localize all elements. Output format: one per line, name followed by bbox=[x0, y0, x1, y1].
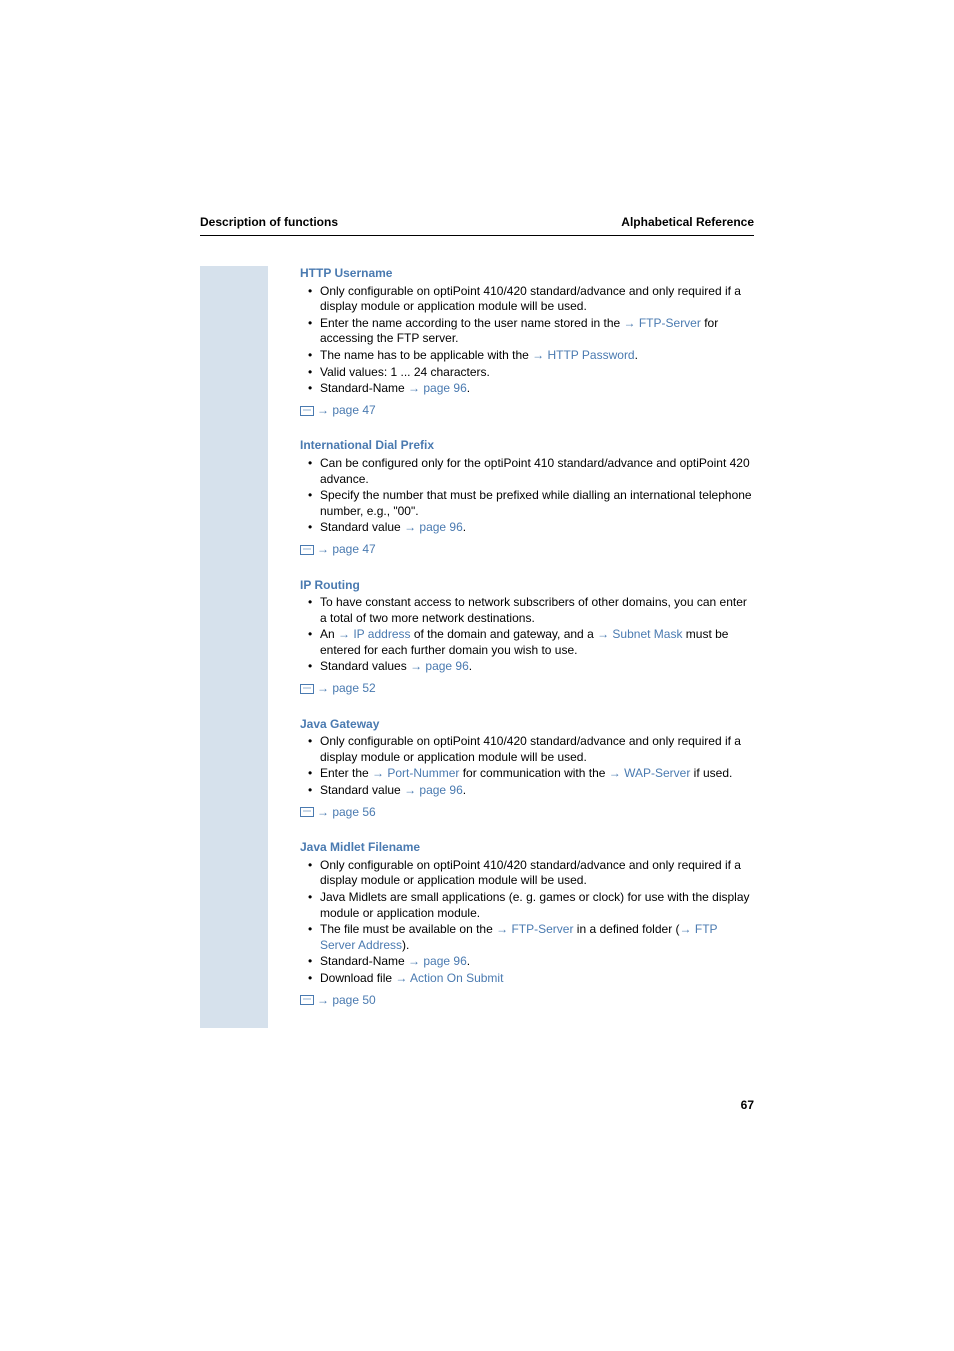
page-ref-text: → page 52 bbox=[317, 681, 376, 695]
bullet-list: Only configurable on optiPoint 410/420 s… bbox=[300, 858, 754, 987]
cross-ref[interactable]: → FTP-Server bbox=[496, 922, 573, 936]
section: HTTP Username Only configurable on optiPo… bbox=[300, 266, 754, 418]
bullet-item: Standard values → page 96. bbox=[300, 659, 754, 675]
main-content: HTTP Username Only configurable on optiPo… bbox=[268, 266, 754, 1028]
bullet-list: To have constant access to network subsc… bbox=[300, 595, 754, 675]
page-ref[interactable]: → page 52 bbox=[300, 681, 754, 697]
page-ref[interactable]: → page 47 bbox=[300, 542, 754, 558]
bullet-list: Can be configured only for the optiPoint… bbox=[300, 456, 754, 536]
sidebar bbox=[200, 266, 268, 1028]
cross-ref[interactable]: → IP address bbox=[338, 627, 410, 641]
bullet-item: Standard value → page 96. bbox=[300, 783, 754, 799]
section-title: HTTP Username bbox=[300, 266, 754, 282]
section: International Dial Prefix Can be configur… bbox=[300, 438, 754, 557]
cross-ref[interactable]: → page 96 bbox=[404, 520, 463, 534]
bullet-item: Enter the → Port-Nummer for communicatio… bbox=[300, 766, 754, 782]
header-right: Alphabetical Reference bbox=[621, 215, 754, 229]
cross-ref[interactable]: → WAP-Server bbox=[609, 766, 691, 780]
screen-icon bbox=[300, 545, 314, 555]
section-title: Java Midlet Filename bbox=[300, 840, 754, 856]
bullet-item: Can be configured only for the optiPoint… bbox=[300, 456, 754, 487]
section-title: Java Gateway bbox=[300, 717, 754, 733]
page-number: 67 bbox=[200, 1098, 754, 1112]
bullet-item: Only configurable on optiPoint 410/420 s… bbox=[300, 284, 754, 315]
page: Description of functions Alphabetical Re… bbox=[0, 0, 954, 1212]
page-ref-text: → page 47 bbox=[317, 403, 376, 417]
cross-ref[interactable]: → Action On Submit bbox=[395, 971, 503, 985]
section: IP RoutingTo have constant access to net… bbox=[300, 578, 754, 697]
page-ref[interactable]: → page 47 bbox=[300, 403, 754, 419]
section-title: IP Routing bbox=[300, 578, 754, 594]
cross-ref[interactable]: → FTP-Server bbox=[624, 316, 701, 330]
bullet-item: Download file → Action On Submit bbox=[300, 971, 754, 987]
cross-ref[interactable]: → Port-Nummer bbox=[372, 766, 459, 780]
cross-ref[interactable]: → page 96 bbox=[404, 783, 463, 797]
section-title: International Dial Prefix bbox=[300, 438, 754, 454]
cross-ref[interactable]: → page 96 bbox=[408, 954, 467, 968]
screen-icon bbox=[300, 684, 314, 694]
bullet-item: Enter the name according to the user nam… bbox=[300, 316, 754, 347]
bullet-item: To have constant access to network subsc… bbox=[300, 595, 754, 626]
page-ref[interactable]: → page 50 bbox=[300, 993, 754, 1009]
bullet-list: Only configurable on optiPoint 410/420 s… bbox=[300, 284, 754, 397]
bullet-item: Standard value → page 96. bbox=[300, 520, 754, 536]
page-ref-text: → page 50 bbox=[317, 993, 376, 1007]
screen-icon bbox=[300, 807, 314, 817]
bullet-item: The file must be available on the → FTP-… bbox=[300, 922, 754, 953]
bullet-item: Valid values: 1 ... 24 characters. bbox=[300, 365, 754, 381]
screen-icon bbox=[300, 995, 314, 1005]
section: Java GatewayOnly configurable on optiPoi… bbox=[300, 717, 754, 821]
cross-ref[interactable]: → page 96 bbox=[408, 381, 467, 395]
bullet-item: Only configurable on optiPoint 410/420 s… bbox=[300, 734, 754, 765]
bullet-list: Only configurable on optiPoint 410/420 s… bbox=[300, 734, 754, 798]
bullet-item: Standard-Name → page 96. bbox=[300, 954, 754, 970]
header-left: Description of functions bbox=[200, 215, 338, 229]
bullet-item: Standard-Name → page 96. bbox=[300, 381, 754, 397]
page-ref[interactable]: → page 56 bbox=[300, 805, 754, 821]
bullet-item: Specify the number that must be prefixed… bbox=[300, 488, 754, 519]
bullet-item: Only configurable on optiPoint 410/420 s… bbox=[300, 858, 754, 889]
page-ref-text: → page 56 bbox=[317, 805, 376, 819]
bullet-item: The name has to be applicable with the →… bbox=[300, 348, 754, 364]
cross-ref[interactable]: → HTTP Password bbox=[532, 348, 634, 362]
cross-ref[interactable]: → page 96 bbox=[410, 659, 469, 673]
header-rule bbox=[200, 235, 754, 236]
section: Java Midlet Filename Only configurable on… bbox=[300, 840, 754, 1008]
cross-ref[interactable]: → Subnet Mask bbox=[597, 627, 682, 641]
screen-icon bbox=[300, 406, 314, 416]
page-ref-text: → page 47 bbox=[317, 542, 376, 556]
content-wrap: HTTP Username Only configurable on optiPo… bbox=[200, 266, 754, 1028]
bullet-item: Java Midlets are small applications (e. … bbox=[300, 890, 754, 921]
header-row: Description of functions Alphabetical Re… bbox=[200, 215, 754, 229]
bullet-item: An → IP address of the domain and gatewa… bbox=[300, 627, 754, 658]
